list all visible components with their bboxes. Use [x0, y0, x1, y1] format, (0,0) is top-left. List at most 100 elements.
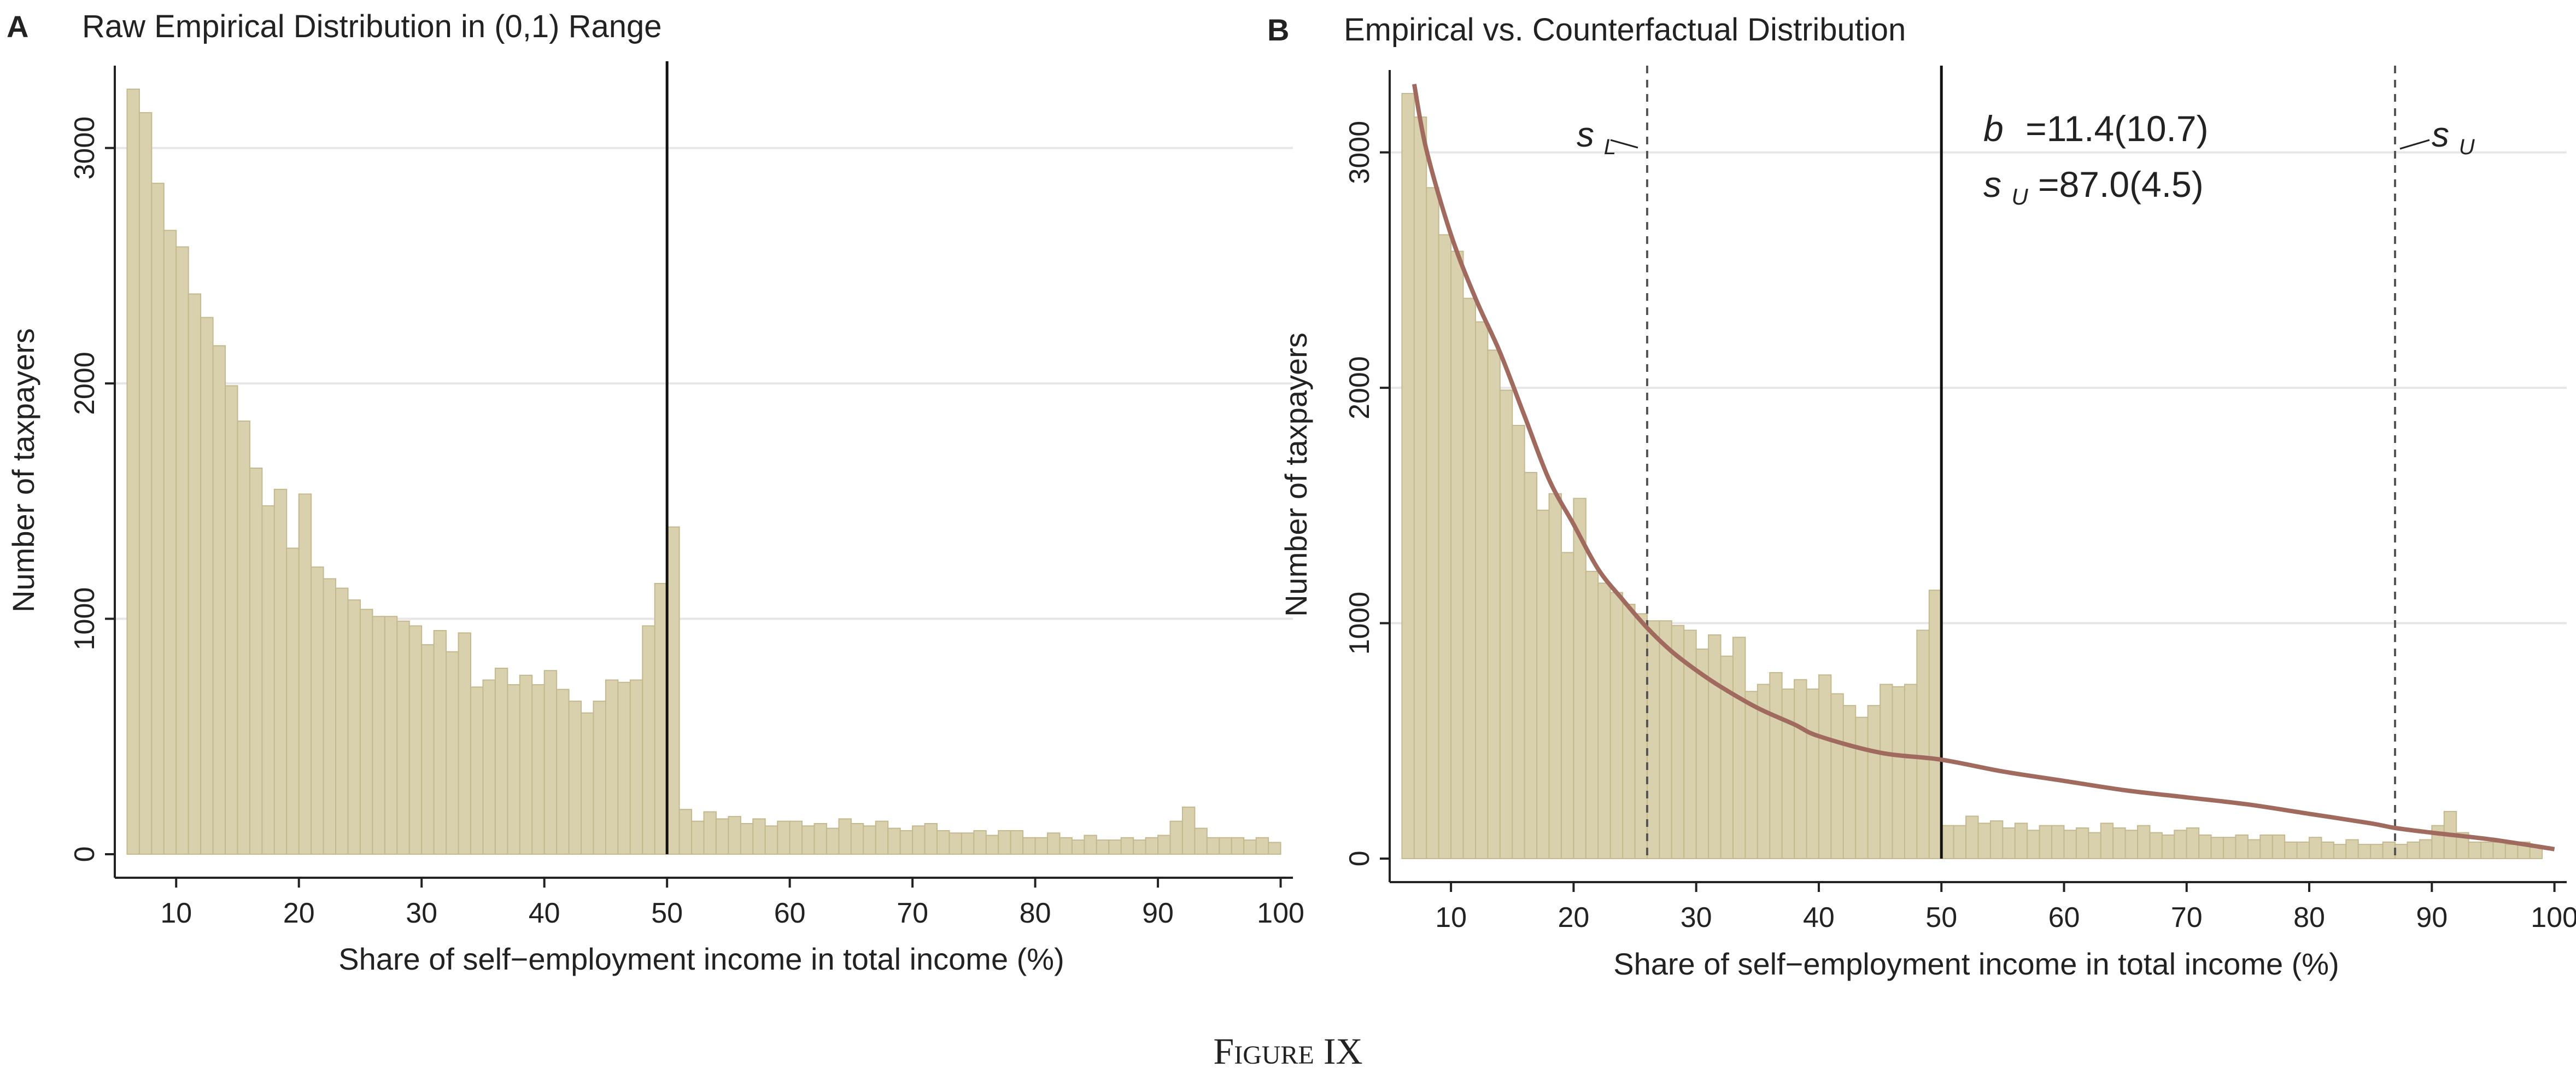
histogram-bar — [2284, 841, 2298, 859]
histogram-bar — [2271, 834, 2286, 859]
histogram-bar — [1695, 648, 1709, 859]
histogram-bar — [1818, 674, 1832, 859]
histogram-bar — [838, 818, 852, 855]
histogram-bar — [1609, 592, 1624, 859]
panel-b-y-tick-labels: 0 1000 2000 3000 — [1344, 121, 1375, 867]
panel-b-x-tick-labels: 10 20 30 40 50 60 70 80 90 100 — [1435, 902, 2576, 934]
histogram-bar — [936, 830, 950, 855]
panel-b-title: Empirical vs. Counterfactual Distributio… — [1344, 12, 1906, 48]
annotation-su: s U =87.0(4.5) — [1983, 164, 2204, 212]
histogram-bar — [2247, 839, 2261, 859]
histogram-bar — [1133, 839, 1146, 855]
histogram-bar — [1206, 837, 1220, 855]
histogram-bar — [1781, 689, 1795, 859]
x-tick-label: 30 — [406, 897, 437, 929]
histogram-bar — [2112, 827, 2126, 859]
histogram-bar — [1977, 822, 1991, 859]
histogram-bar — [1084, 835, 1097, 855]
histogram-bar — [1769, 672, 1783, 859]
x-tick-label: 50 — [651, 897, 683, 929]
panel-a: A Raw Empirical Distribution in (0,1) Ra… — [6, 9, 1304, 976]
histogram-bar — [593, 701, 606, 855]
histogram-bar — [1231, 837, 1245, 855]
marker-sl-subscript: L — [1604, 135, 1616, 159]
histogram-bar — [2051, 825, 2065, 859]
histogram-bar — [138, 112, 153, 855]
histogram-bar — [728, 816, 741, 855]
histogram-bar — [1904, 684, 1918, 859]
histogram-bar — [1708, 634, 1722, 859]
panel-b-bars — [1401, 93, 2543, 859]
x-tick-label: 90 — [1142, 897, 1174, 929]
histogram-bar — [2370, 844, 2384, 859]
histogram-bar — [1524, 472, 1538, 859]
histogram-bar — [396, 620, 410, 855]
histogram-bar — [2309, 837, 2322, 859]
histogram-bar — [1413, 116, 1427, 859]
histogram-bar — [519, 674, 533, 855]
x-tick-label: 60 — [774, 897, 806, 929]
histogram-bar — [1059, 837, 1073, 855]
histogram-bar — [949, 832, 962, 855]
histogram-bar — [678, 809, 693, 855]
histogram-bar — [691, 820, 705, 855]
histogram-bar — [875, 820, 889, 855]
svg-text:s U: s U — [2432, 115, 2475, 159]
histogram-bar — [703, 811, 717, 855]
histogram-bar — [1108, 839, 1122, 855]
x-tick-label: 10 — [1435, 902, 1467, 934]
panel-b-counterfactual-curve-group — [1412, 84, 2555, 851]
histogram-bar — [1830, 693, 1844, 859]
annotation-b-value: =11.4(10.7) — [2025, 108, 2209, 149]
histogram-bar — [850, 823, 864, 855]
panel-b-axes — [1380, 70, 2567, 892]
y-tick-label: 2000 — [69, 352, 101, 415]
annotation-su-value: =87.0(4.5) — [2038, 164, 2204, 205]
histogram-bar — [1438, 234, 1452, 859]
y-tick-label: 3000 — [69, 116, 101, 180]
histogram-bar — [1965, 815, 1979, 859]
x-tick-label: 20 — [283, 897, 315, 929]
histogram-bar — [2149, 832, 2163, 859]
panel-b-label: B — [1267, 13, 1289, 47]
histogram-bar — [2223, 837, 2237, 859]
histogram-bar — [347, 599, 361, 855]
histogram-bar — [1880, 684, 1893, 859]
histogram-bar — [887, 827, 901, 855]
histogram-bar — [458, 632, 471, 855]
counterfactual-curve — [1412, 84, 2555, 851]
histogram-bar — [470, 686, 484, 855]
histogram-bar — [1462, 298, 1476, 859]
histogram-bar — [2382, 841, 2396, 859]
histogram-bar — [605, 679, 619, 855]
svg-text:b =11.4(10.7): b =11.4(10.7) — [1983, 108, 2209, 149]
histogram-bar — [311, 566, 324, 855]
histogram-bar — [666, 526, 680, 855]
histogram-bar — [2407, 841, 2420, 859]
y-tick-label: 3000 — [1344, 121, 1375, 184]
x-tick-label: 10 — [160, 897, 192, 929]
histogram-bar — [335, 587, 349, 855]
histogram-bar — [2259, 834, 2273, 859]
histogram-bar — [1194, 827, 1208, 855]
x-tick-label: 100 — [2531, 902, 2576, 934]
histogram-bar — [126, 89, 140, 855]
histogram-bar — [899, 830, 914, 855]
histogram-bar — [1450, 250, 1464, 859]
histogram-bar — [1928, 590, 1942, 859]
svg-text:s L: s L — [1577, 115, 1616, 159]
histogram-bar — [1499, 389, 1513, 859]
x-tick-label: 60 — [2048, 902, 2080, 934]
panel-b: B Empirical vs. Counterfactual Distribut… — [1267, 12, 2576, 981]
histogram-bar — [273, 488, 288, 855]
histogram-bar — [2235, 834, 2249, 859]
x-tick-label: 80 — [1020, 897, 1051, 929]
histogram-bar — [1219, 837, 1232, 855]
histogram-bar — [372, 616, 385, 855]
svg-text:s U =87.0(4.5): s U =87.0(4.5) — [1983, 164, 2204, 212]
histogram-bar — [151, 183, 165, 855]
histogram-bar — [715, 818, 729, 855]
x-tick-label: 70 — [2171, 902, 2203, 934]
histogram-bar — [225, 385, 238, 855]
histogram-bar — [1806, 689, 1819, 859]
